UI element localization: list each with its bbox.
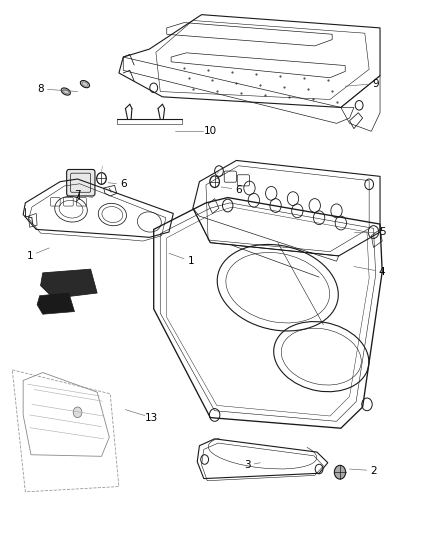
Ellipse shape: [55, 276, 83, 291]
Text: 4: 4: [379, 267, 385, 277]
Text: 2: 2: [370, 466, 377, 475]
Text: 9: 9: [372, 78, 379, 88]
Text: 13: 13: [145, 413, 158, 423]
Text: 1: 1: [187, 256, 194, 266]
Polygon shape: [41, 269, 97, 298]
Text: 3: 3: [244, 461, 251, 470]
Text: 7: 7: [74, 190, 81, 200]
Circle shape: [73, 407, 82, 418]
Ellipse shape: [61, 88, 71, 95]
Polygon shape: [37, 293, 74, 314]
FancyBboxPatch shape: [67, 169, 95, 196]
Ellipse shape: [47, 297, 67, 308]
Ellipse shape: [80, 80, 89, 88]
Text: 6: 6: [120, 179, 127, 189]
Text: 6: 6: [235, 184, 242, 195]
Text: 8: 8: [37, 84, 44, 94]
Text: 10: 10: [204, 126, 217, 136]
Text: 5: 5: [379, 227, 385, 237]
Text: 1: 1: [26, 251, 33, 261]
Circle shape: [334, 465, 346, 479]
